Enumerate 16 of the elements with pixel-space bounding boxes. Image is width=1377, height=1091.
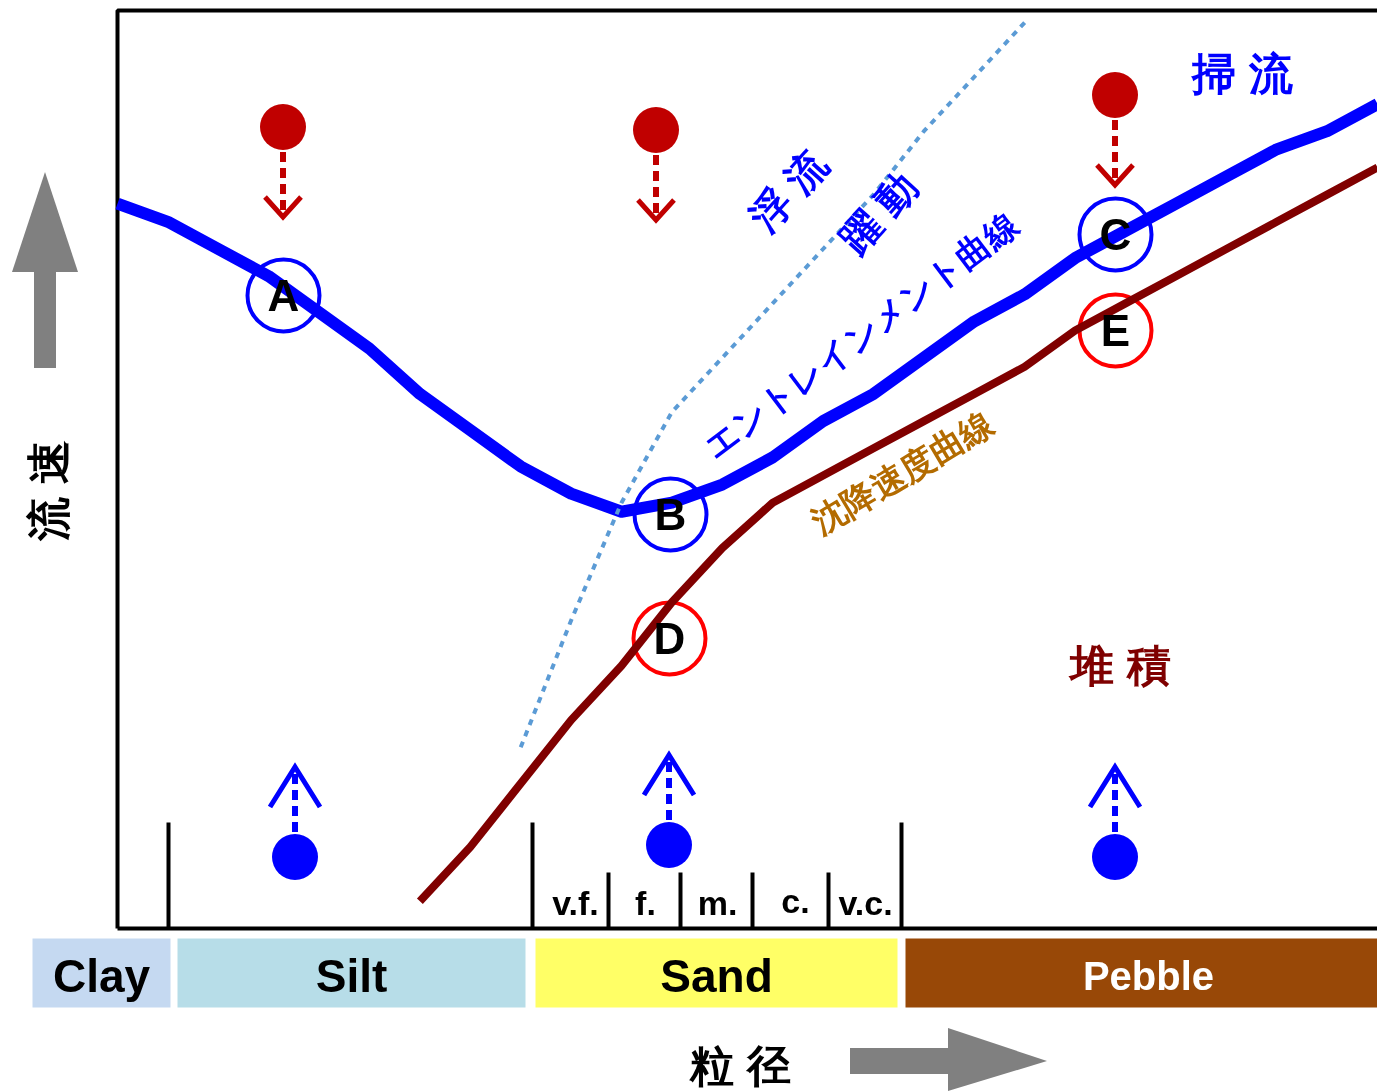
- annotation: f.: [635, 883, 656, 922]
- x-axis-title: 粒 径: [689, 1041, 791, 1090]
- annotation: v.f.: [552, 883, 599, 922]
- text: 沈降速度曲線: [804, 403, 1001, 542]
- annotation: c.: [781, 881, 810, 920]
- text: Sand: [660, 949, 773, 1002]
- annotation: 掃 流: [1190, 49, 1293, 98]
- annotation: 堆 積: [1068, 641, 1171, 690]
- text: Silt: [315, 949, 388, 1002]
- annotation: E: [1100, 306, 1131, 355]
- annotation: D: [653, 614, 686, 663]
- text: Pebble: [1082, 953, 1215, 998]
- text: Clay: [52, 949, 151, 1002]
- annotation: v.c.: [838, 883, 893, 922]
- annotation: m.: [697, 883, 738, 922]
- y-axis-title: 流 速: [24, 440, 73, 542]
